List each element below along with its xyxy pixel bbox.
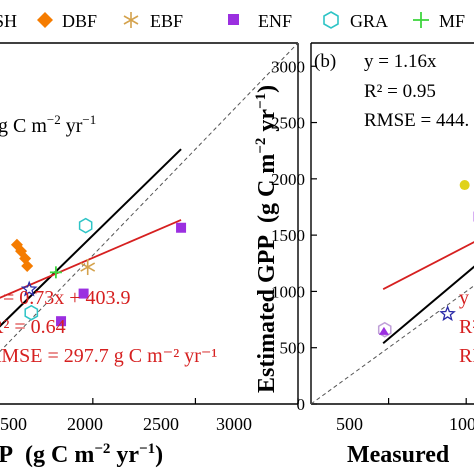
red-fit-y-b: y <box>459 287 469 309</box>
identity-line-b <box>310 285 474 405</box>
y-tick-label-b: 1000 <box>271 282 305 301</box>
x-tick-label-b-500: 500 <box>336 414 363 434</box>
panel-a: SH DBF EBF ENF GRA MF <box>0 11 465 468</box>
data-point-gra <box>24 304 39 321</box>
x-axis-label-b: Measured <box>347 442 450 468</box>
x-tick-label-b-1000: 1000 <box>449 414 474 434</box>
y-tick-label-b: 500 <box>280 339 306 358</box>
y-axis-label-b: Estimated GPP(g C m−2 yr−1) <box>253 85 280 393</box>
y-tick-label-b: 2000 <box>271 170 305 189</box>
fit-r2-text: R² = 0.64 <box>0 316 66 338</box>
data-point-star <box>20 280 38 297</box>
fit-equation-b: y = 1.16x <box>364 51 437 72</box>
x-tick-label-1500: 1500 <box>0 414 27 434</box>
red-fit-r2-b: R² <box>459 316 474 338</box>
data-point-gra <box>78 217 93 234</box>
fit-r2-b: R² = 0.95 <box>364 81 436 102</box>
data-points-b <box>377 180 474 338</box>
x-tick-label-3000: 3000 <box>216 414 252 434</box>
y-tick-label-b: 2500 <box>271 114 305 133</box>
y-tick-label-b: 3000 <box>271 57 305 76</box>
data-point-enf <box>78 288 89 299</box>
legend-label-sh: SH <box>0 11 17 31</box>
red-fit-rmse-b: RI <box>459 345 474 367</box>
data-point-dbf <box>15 245 28 258</box>
legend-marker-enf <box>228 14 239 25</box>
data-point-hexagon <box>377 321 392 338</box>
y-tick-label-b: 0 <box>297 395 306 414</box>
data-point-purple-triangle <box>378 326 389 335</box>
legend-label-ebf: EBF <box>150 11 183 31</box>
data-point-ebf <box>80 259 96 276</box>
identity-line <box>0 42 299 353</box>
panel-b-label: (b) <box>314 51 336 72</box>
fit-unit-top-text: g C m−2 yr−1 <box>0 112 96 137</box>
data-point-dbf <box>21 259 34 272</box>
legend-marker-mf <box>413 12 429 28</box>
data-point-mf <box>49 266 62 279</box>
red-fit-line-b <box>382 241 474 290</box>
data-point-enf <box>56 316 67 327</box>
data-point-enf <box>176 222 187 233</box>
black-fit-line-b <box>382 265 474 344</box>
x-tick-label-2500: 2500 <box>143 414 179 434</box>
axes-frame-b <box>310 42 474 405</box>
x-axis-label-a: GPP(g C m−2 yr−1) <box>0 441 163 468</box>
legend-marker-dbf <box>37 12 53 28</box>
legend-label-gra: GRA <box>350 11 388 31</box>
x-tick-label-2000: 2000 <box>67 414 103 434</box>
panel-b: 0 500 1000 1500 2000 2500 3000 (b) y = 1.16x R… <box>253 42 474 468</box>
legend-label-mf: MF <box>439 11 465 31</box>
data-point-star <box>439 305 456 322</box>
y-tick-label-b: 1500 <box>271 226 305 245</box>
legend-marker-gra <box>323 11 339 29</box>
ticks-b: 0 500 1000 1500 2000 2500 3000 <box>271 57 467 414</box>
legend-marker-ebf <box>123 12 139 28</box>
axes-frame-a <box>0 42 299 405</box>
fit-rmse-b: RMSE = 444. <box>364 110 469 131</box>
legend-label-dbf: DBF <box>62 11 97 31</box>
data-points-a <box>10 217 187 327</box>
legend: SH DBF EBF ENF GRA MF <box>0 11 465 31</box>
black-fit-line <box>0 148 182 328</box>
legend-label-enf: ENF <box>258 11 292 31</box>
data-point-yellow-circle <box>459 180 470 191</box>
x-ticks-a <box>92 398 299 404</box>
red-fit-line <box>0 219 182 299</box>
fit-rmse-text: RMSE = 297.7 g C m⁻² yr⁻¹ <box>0 345 217 367</box>
fit-equation-text: y = 0.73x + 403.9 <box>0 287 131 309</box>
